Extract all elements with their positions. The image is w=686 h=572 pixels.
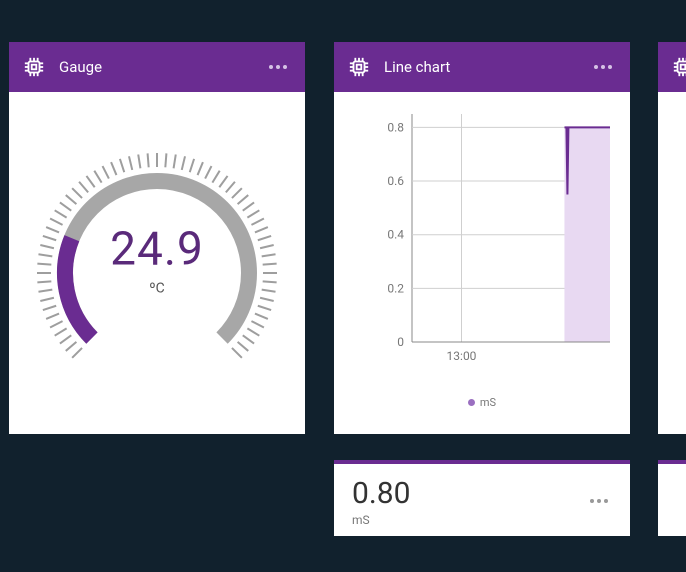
- partial-value-card: [658, 460, 686, 536]
- gauge-value: 24.9: [110, 222, 204, 276]
- partial-card-body: [658, 92, 686, 434]
- svg-text:0: 0: [397, 335, 404, 349]
- cpu-icon: [348, 56, 370, 78]
- line-chart-svg: 0 0.2 0.4 0.6 0.8 13:00: [334, 92, 630, 392]
- line-chart-card: Line chart 0 0.2 0.4 0.6 0.8 13:00 mS: [334, 42, 630, 434]
- value-card-more-button[interactable]: [586, 495, 612, 507]
- gauge-unit: ºC: [110, 280, 204, 296]
- gauge-value-box: 24.9 ºC: [110, 222, 204, 296]
- cpu-icon: [672, 56, 686, 78]
- line-chart-legend: mS: [334, 396, 630, 409]
- cpu-icon: [23, 56, 45, 78]
- svg-text:13:00: 13:00: [447, 349, 477, 363]
- value-card-unit: mS: [352, 513, 586, 527]
- line-chart-body: 0 0.2 0.4 0.6 0.8 13:00 mS: [334, 92, 630, 434]
- svg-text:0.4: 0.4: [387, 228, 404, 242]
- svg-text:0.8: 0.8: [387, 120, 404, 134]
- gauge-card-header: Gauge: [9, 42, 305, 92]
- value-card-value: 0.80: [352, 476, 586, 511]
- partial-card: [658, 42, 686, 434]
- gauge-more-button[interactable]: [265, 61, 291, 73]
- legend-dot-icon: [468, 399, 475, 406]
- value-card: 0.80 mS: [334, 460, 630, 536]
- line-chart-header: Line chart: [334, 42, 630, 92]
- partial-card-header: [658, 42, 686, 92]
- legend-label: mS: [480, 396, 496, 409]
- line-chart-title: Line chart: [384, 58, 590, 76]
- svg-text:0.2: 0.2: [387, 281, 404, 295]
- svg-text:0.6: 0.6: [387, 174, 404, 188]
- gauge-card: Gauge 24.9 ºC: [9, 42, 305, 434]
- line-chart-more-button[interactable]: [590, 61, 616, 73]
- gauge-title: Gauge: [59, 58, 265, 76]
- gauge-body: 24.9 ºC: [9, 92, 305, 434]
